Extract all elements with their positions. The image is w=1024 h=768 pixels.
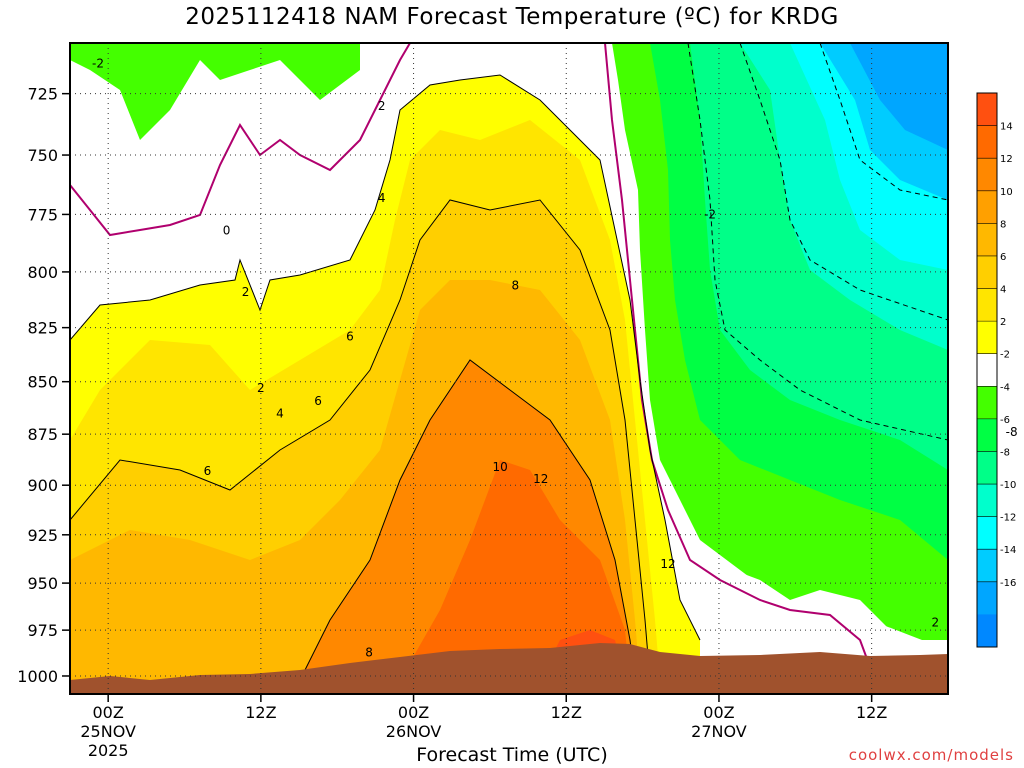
colorbar-frame bbox=[976, 92, 998, 648]
colorbar-segment bbox=[977, 549, 997, 583]
x-tick-date: 27NOV bbox=[691, 722, 747, 741]
y-tick-label: 725 bbox=[27, 85, 58, 104]
x-tick-date: 26NOV bbox=[386, 722, 442, 741]
y-tick-label: 850 bbox=[27, 373, 58, 392]
colorbar-segment bbox=[977, 353, 997, 387]
y-tick-label: 975 bbox=[27, 621, 58, 640]
colorbar-segment bbox=[977, 451, 997, 485]
colorbar-segment bbox=[977, 516, 997, 550]
x-tick-label: 00Z bbox=[703, 703, 734, 722]
x-axis-label: Forecast Time (UTC) bbox=[416, 744, 608, 766]
region-cold-7 bbox=[850, 43, 948, 150]
colorbar-segment bbox=[977, 581, 997, 615]
y-tick-label: 750 bbox=[27, 146, 58, 165]
contour-label: 12 bbox=[660, 557, 675, 571]
gridlines bbox=[70, 43, 948, 694]
contour-label: 4 bbox=[276, 406, 284, 420]
colorbar-segment bbox=[977, 288, 997, 322]
contour-label: 0 bbox=[223, 224, 231, 238]
colorbar-label: -2 bbox=[1000, 350, 1010, 361]
colorbar-label: 6 bbox=[1000, 252, 1006, 263]
x-tick-year: 2025 bbox=[88, 741, 129, 760]
contour-solid-10 bbox=[299, 359, 636, 681]
contour-zero-magenta bbox=[70, 43, 411, 237]
contour-label: -2 bbox=[92, 56, 104, 70]
region-topleft-green bbox=[70, 43, 360, 140]
x-tick-label: 12Z bbox=[856, 703, 887, 722]
colorbar-segment bbox=[977, 125, 997, 159]
contour-label: 2 bbox=[242, 285, 250, 299]
contour-label: 2 bbox=[257, 381, 265, 395]
colorbar-label: -12 bbox=[1000, 513, 1016, 524]
contour-label: -2 bbox=[704, 207, 716, 221]
y-tick-label: 825 bbox=[27, 319, 58, 338]
contour-label: 4 bbox=[378, 191, 386, 205]
x-tick-label: 12Z bbox=[245, 703, 276, 722]
y-tick-label: 775 bbox=[27, 205, 58, 224]
contour-label: 8 bbox=[512, 278, 520, 292]
colorbar-segment bbox=[977, 93, 997, 127]
colorbar-segment bbox=[977, 190, 997, 224]
colorbar-segment bbox=[977, 223, 997, 257]
x-tick-label: 00Z bbox=[398, 703, 429, 722]
colorbar-segment bbox=[977, 255, 997, 290]
y-tick-label: 900 bbox=[27, 476, 58, 495]
temperature-field bbox=[70, 43, 948, 694]
colorbar-segment bbox=[977, 321, 997, 355]
x-tick-label: 12Z bbox=[551, 703, 582, 722]
colorbar-label: 4 bbox=[1000, 285, 1006, 296]
colorbar-label: -16 bbox=[1000, 578, 1016, 589]
colorbar-label: 2 bbox=[1000, 317, 1006, 328]
colorbar-segment bbox=[977, 484, 997, 518]
y-tick-label: 800 bbox=[27, 263, 58, 282]
contour-label: 12 bbox=[533, 472, 548, 486]
watermark-link[interactable]: coolwx.com/models bbox=[848, 746, 1014, 764]
contour-solid-2 bbox=[70, 74, 701, 641]
colorbar-label: -8 bbox=[1000, 447, 1010, 458]
y-tick-label: 950 bbox=[27, 574, 58, 593]
y-tick-label: 925 bbox=[27, 526, 58, 545]
contour-lines bbox=[70, 43, 948, 694]
ground-surface bbox=[70, 643, 948, 694]
colorbar-label: -6 bbox=[1000, 415, 1010, 426]
contour-label: 2 bbox=[378, 99, 386, 113]
colorbar-label: 10 bbox=[1000, 187, 1013, 198]
contour-solid-6 bbox=[70, 199, 651, 681]
contour-label: 2 bbox=[931, 616, 939, 630]
plot-frame bbox=[69, 42, 949, 695]
colorbar-segment bbox=[977, 158, 997, 192]
colorbar-label: 12 bbox=[1000, 154, 1013, 165]
colorbar-label: -10 bbox=[1000, 480, 1016, 491]
contour-zero-magenta-2 bbox=[604, 43, 881, 694]
colorbar-segment bbox=[977, 386, 997, 420]
contour-label: 6 bbox=[204, 464, 212, 478]
colorbar-label: 14 bbox=[1000, 122, 1013, 133]
region-zero-band bbox=[660, 460, 948, 694]
contour-dashed-2 bbox=[739, 43, 948, 321]
colorbar-label: -14 bbox=[1000, 545, 1016, 556]
contour-label: -8 bbox=[1006, 425, 1018, 439]
contour-label: 8 bbox=[365, 645, 373, 659]
chart-title: 2025112418 NAM Forecast Temperature (ºC)… bbox=[185, 4, 839, 30]
contour-label: 6 bbox=[314, 394, 322, 408]
colorbar-segment bbox=[977, 614, 997, 648]
contour-dashed-3 bbox=[819, 43, 948, 201]
x-tick-label: 00Z bbox=[93, 703, 124, 722]
y-tick-label: 1000 bbox=[17, 667, 58, 686]
contour-label: 6 bbox=[346, 329, 354, 343]
colorbar-label: -4 bbox=[1000, 382, 1010, 393]
x-tick-date: 25NOV bbox=[80, 722, 136, 741]
y-axis: 725 750 775 800 825 850 875 900 925 950 975 1000 bbox=[17, 85, 70, 686]
region-warm-6 bbox=[400, 460, 630, 680]
contour-dashed-1 bbox=[687, 43, 948, 441]
y-tick-label: 875 bbox=[27, 425, 58, 444]
colorbar-segment bbox=[977, 418, 997, 452]
contour-label: 10 bbox=[492, 460, 507, 474]
colorbar-label: 8 bbox=[1000, 219, 1006, 230]
